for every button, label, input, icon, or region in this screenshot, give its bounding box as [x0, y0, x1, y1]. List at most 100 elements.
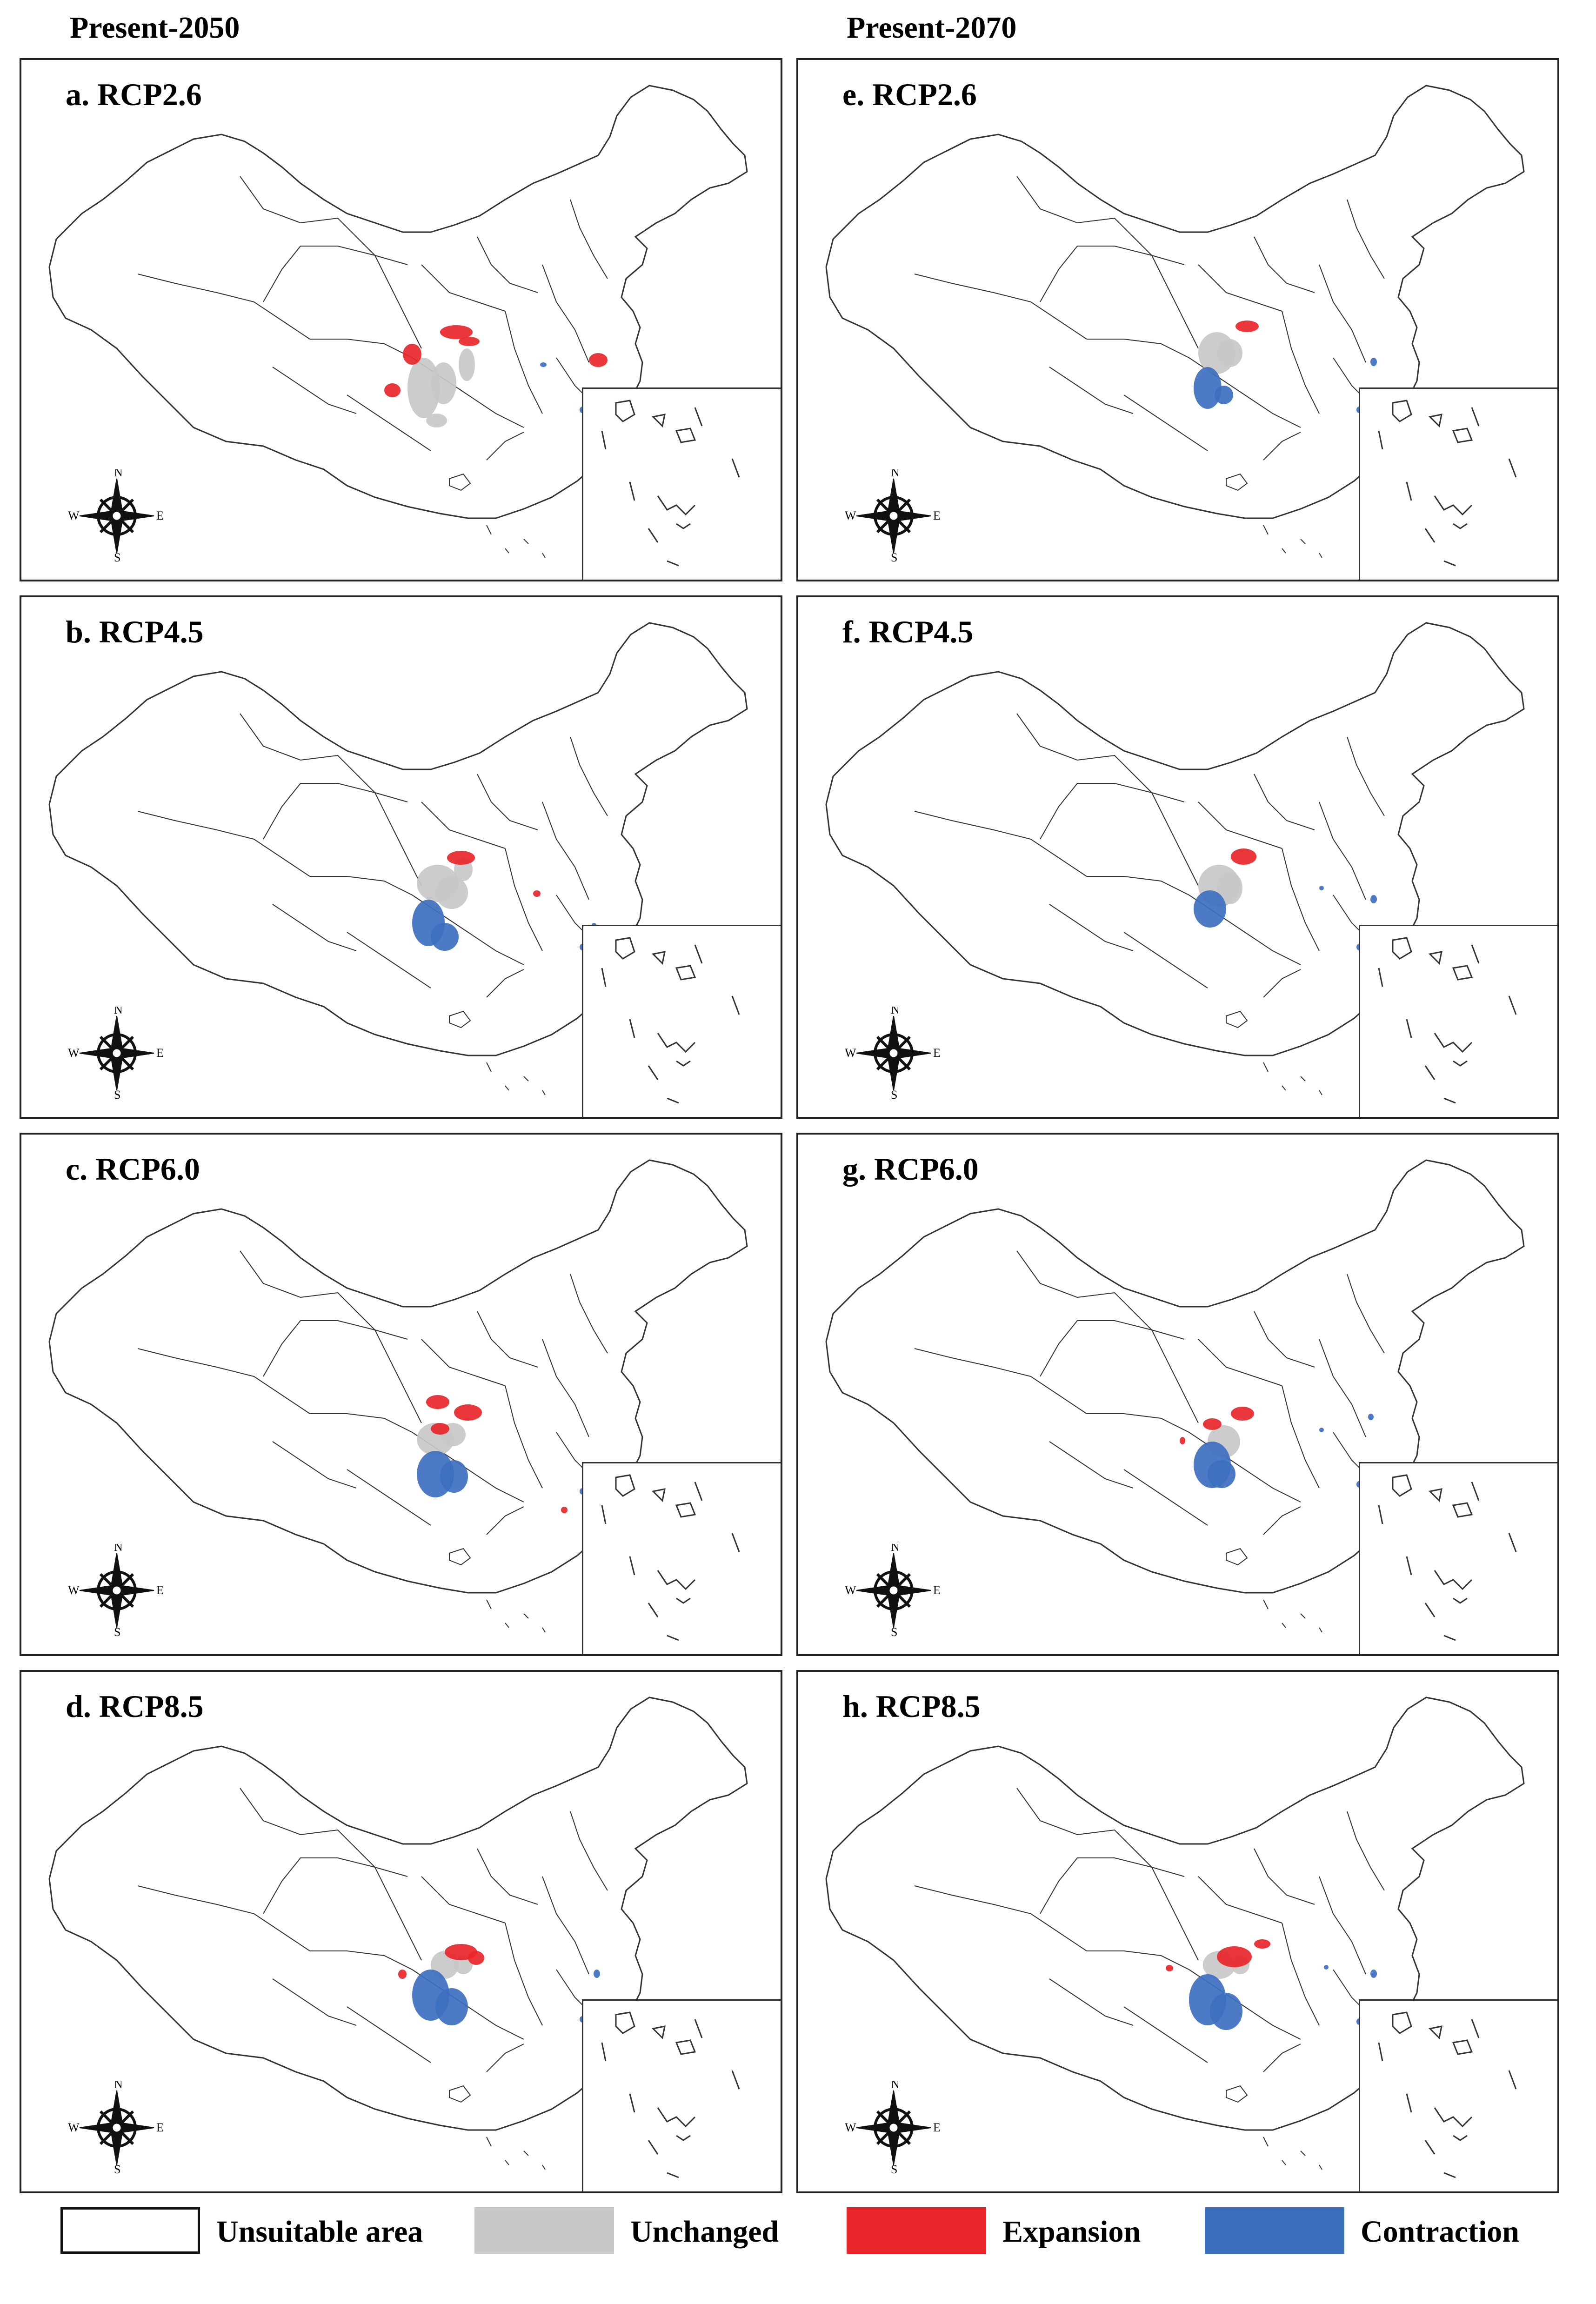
inset-island — [1471, 944, 1480, 964]
province-boundary — [1347, 736, 1385, 816]
expansion-area — [1203, 1418, 1222, 1430]
contraction-area — [1368, 1414, 1374, 1420]
expansion-area — [1254, 1939, 1270, 1949]
inset-map — [1378, 2011, 1517, 2178]
inset-island — [1392, 400, 1412, 422]
compass-letter-w: W — [68, 1046, 80, 1060]
compass-letter-s: S — [114, 1088, 120, 1100]
province-boundary — [1040, 783, 1185, 840]
province-boundary — [1347, 1811, 1385, 1891]
unchanged-area — [435, 876, 468, 909]
province-boundary — [310, 876, 441, 914]
china-map — [825, 1696, 1525, 2170]
inset-island — [1434, 1033, 1473, 1053]
compass-rose-svg: N S E W — [68, 1003, 164, 1102]
province-boundary — [1040, 1320, 1185, 1377]
compass-ring — [874, 1033, 914, 1073]
inset-island — [1406, 481, 1412, 501]
inset-island — [1434, 1570, 1473, 1590]
compass-rose-svg: N S E W — [845, 466, 941, 564]
compass-center — [111, 2122, 122, 2133]
legend-swatch-unchanged — [474, 2207, 614, 2254]
inset-island — [1428, 1488, 1442, 1503]
contraction-area — [1319, 886, 1324, 890]
panel-label: a. RCP2.6 — [66, 77, 202, 112]
inset-island — [731, 2070, 740, 2090]
panel-label: h. RCP8.5 — [842, 1689, 981, 1724]
province-boundary — [1040, 1857, 1185, 1914]
contraction-area — [1194, 367, 1222, 409]
compass-ring — [874, 1570, 914, 1610]
province-boundary — [542, 264, 589, 363]
inset-island — [694, 407, 703, 427]
inset-island — [1428, 414, 1442, 428]
compass-rose-svg: N S E W — [68, 466, 164, 564]
column-title-2070: Present-2070 — [847, 11, 1017, 45]
south-china-sea-inset — [1359, 925, 1557, 1117]
island-outline — [1226, 2085, 1248, 2103]
expansion-area — [1166, 1965, 1173, 1971]
province-boundary — [477, 1311, 538, 1368]
legend-swatch-expansion — [847, 2207, 986, 2254]
compass-letter-e: E — [156, 1583, 164, 1597]
island-outline — [449, 1010, 471, 1028]
expansion-area — [1231, 848, 1256, 865]
inset-island — [657, 1570, 696, 1590]
province-boundary — [1216, 376, 1301, 428]
panel-label: f. RCP4.5 — [842, 614, 974, 649]
inset-island — [657, 1033, 696, 1053]
compass-letter-n: N — [114, 1544, 123, 1554]
province-boundary — [374, 1329, 422, 1423]
expansion-area — [440, 325, 473, 339]
inset-island — [1453, 1060, 1468, 1067]
compass-letter-n: N — [891, 1544, 900, 1554]
province-boundary — [1282, 1385, 1320, 1489]
compass-rose-icon: N S E W — [66, 1003, 168, 1102]
province-boundary — [1198, 1339, 1282, 1386]
compass-letter-e: E — [933, 509, 941, 522]
island-mark — [523, 1076, 529, 1082]
expansion-area — [561, 1507, 568, 1513]
province-boundary — [486, 2044, 524, 2072]
contraction-area — [1215, 386, 1233, 404]
inset-island — [651, 951, 666, 965]
island-mark — [486, 1062, 492, 1072]
inset-island — [1424, 528, 1436, 543]
inset-island — [615, 2011, 635, 2034]
compass-letter-e: E — [933, 2121, 941, 2134]
province-boundary — [1263, 432, 1301, 461]
legend-swatch-unsuitable — [60, 2207, 200, 2254]
compass-center — [888, 2122, 899, 2133]
province-boundary — [1151, 255, 1199, 349]
inset-island — [629, 2093, 635, 2113]
province-boundary — [477, 1848, 538, 1905]
province-boundary — [440, 913, 524, 965]
province-boundary — [486, 432, 524, 461]
expansion-area — [398, 1970, 407, 1979]
province-boundary — [1263, 969, 1301, 998]
contraction-area — [1370, 1970, 1377, 1978]
compass-letter-e: E — [156, 2121, 164, 2134]
inset-island — [1424, 2140, 1436, 2155]
inset-island — [1508, 2070, 1517, 2090]
province-boundary — [263, 1857, 408, 1914]
province-boundary — [1347, 199, 1385, 279]
contraction-area — [1319, 1428, 1324, 1432]
island-mark — [1319, 1090, 1322, 1095]
inset-map — [1378, 937, 1517, 1104]
unchanged-area — [407, 358, 440, 418]
inset-island — [1378, 2042, 1383, 2062]
province-boundary — [1254, 774, 1315, 830]
expansion-area — [1235, 321, 1259, 332]
island-mark — [505, 1623, 509, 1628]
panel-label: d. RCP8.5 — [66, 1689, 204, 1724]
province-boundary — [263, 246, 408, 302]
compass-rose-svg: N S E W — [68, 1540, 164, 1639]
inset-island — [694, 1482, 703, 1501]
south-china-sea-inset — [1359, 1462, 1557, 1654]
inset-island — [1453, 2135, 1468, 2141]
inset-island — [1434, 495, 1473, 516]
china-map — [48, 85, 748, 558]
expansion-area — [1217, 1946, 1252, 1967]
province-boundary — [1016, 1788, 1152, 1868]
